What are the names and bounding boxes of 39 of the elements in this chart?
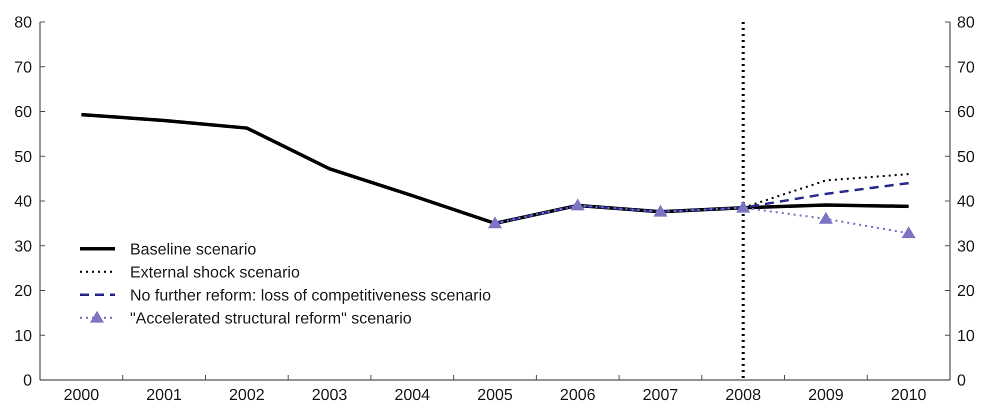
y2-tick-label: 40	[957, 194, 975, 211]
y-tick-label: 70	[14, 59, 32, 76]
point	[902, 226, 916, 238]
point	[570, 198, 585, 210]
y-tick-label: 40	[14, 194, 32, 211]
point	[818, 212, 833, 224]
point	[736, 200, 750, 213]
y2-tick-label: 80	[957, 14, 975, 32]
legend-label: External shock scenario	[130, 264, 300, 282]
x-tick-label: 2002	[229, 387, 265, 404]
x-tick-label: 2008	[725, 387, 762, 404]
x-tick-label: 2004	[394, 387, 430, 404]
x-tick-label: 2010	[890, 387, 927, 404]
y-tick-label: 20	[14, 283, 32, 300]
y-tick-label: 10	[14, 328, 32, 345]
y2-tick-label: 20	[957, 283, 975, 300]
legend-label: Baseline scenario	[130, 241, 256, 258]
point	[488, 216, 502, 228]
y-tick-label: 0	[23, 372, 32, 390]
y2-tick-label: 10	[957, 328, 975, 345]
x-tick-label: 2007	[642, 387, 678, 404]
x-tick-label: 2006	[560, 387, 596, 404]
legend-label: "Accelerated structural reform" scenario	[130, 310, 412, 328]
y-tick-label: 50	[14, 148, 32, 166]
x-tick-label: 2003	[312, 387, 348, 404]
x-tick-label: 2000	[64, 387, 100, 404]
y2-tick-label: 70	[957, 59, 975, 76]
legend-label: No further reform: loss of competitiveness scenario	[130, 287, 492, 304]
x-tick-label: 2001	[146, 387, 182, 404]
y-tick-label: 80	[14, 14, 32, 32]
y-tick-label: 60	[14, 104, 32, 122]
y2-tick-label: 30	[957, 238, 975, 256]
y2-tick-label: 0	[957, 372, 966, 390]
x-tick-label: 2009	[808, 387, 844, 404]
y2-tick-label: 60	[957, 104, 975, 122]
x-tick-label: 2005	[477, 387, 513, 404]
y-tick-label: 30	[14, 238, 32, 256]
y2-tick-label: 50	[957, 148, 975, 166]
point	[653, 204, 668, 217]
